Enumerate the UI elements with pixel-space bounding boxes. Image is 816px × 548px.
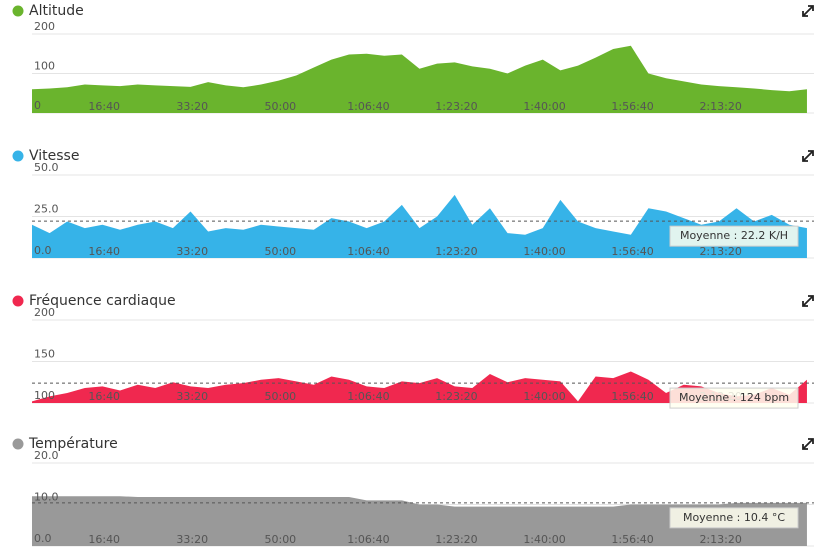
area [32, 496, 807, 546]
x-tick-label: 1:23:20 [435, 245, 477, 258]
y-tick-label: 20.0 [34, 449, 59, 462]
x-tick-label: 1:23:20 [435, 390, 477, 403]
average-label: Moyenne : 10.4 °C [683, 511, 785, 524]
x-tick-label: 16:40 [88, 390, 120, 403]
chart-title: Fréquence cardiaque [29, 293, 176, 309]
expand-icon[interactable] [802, 438, 814, 450]
x-tick-label: 2:13:20 [699, 100, 741, 113]
legend-dot [12, 150, 24, 162]
x-tick-label: 1:06:40 [347, 245, 389, 258]
legend-dot [12, 5, 24, 17]
x-tick-label: 1:06:40 [347, 100, 389, 113]
x-tick-label: 16:40 [88, 533, 120, 546]
x-tick-label: 16:40 [88, 100, 120, 113]
y-tick-label: 200 [34, 20, 55, 33]
x-tick-label: 1:40:00 [523, 100, 565, 113]
y-tick-label: 0.0 [34, 532, 52, 545]
average-badge: Moyenne : 22.2 K/H [669, 225, 799, 247]
x-tick-label: 1:56:40 [611, 245, 653, 258]
y-tick-label: 100 [34, 389, 55, 402]
chart-title: Vitesse [29, 148, 79, 164]
x-tick-label: 1:23:20 [435, 533, 477, 546]
chart-title: Altitude [29, 3, 84, 19]
y-tick-label: 0.0 [34, 244, 52, 257]
x-tick-label: 50:00 [264, 245, 296, 258]
x-tick-label: 1:56:40 [611, 533, 653, 546]
chart-title: Température [28, 436, 118, 452]
average-badge: Moyenne : 10.4 °C [669, 507, 799, 529]
y-tick-label: 100 [34, 59, 55, 72]
x-tick-label: 33:20 [176, 390, 208, 403]
x-tick-label: 50:00 [264, 100, 296, 113]
x-tick-label: 1:40:00 [523, 533, 565, 546]
average-label: Moyenne : 124 bpm [679, 391, 789, 404]
x-tick-label: 16:40 [88, 245, 120, 258]
x-tick-label: 1:23:20 [435, 100, 477, 113]
average-label: Moyenne : 22.2 K/H [680, 229, 788, 242]
badge-bg [669, 225, 799, 247]
x-tick-label: 50:00 [264, 533, 296, 546]
expand-icon[interactable] [802, 150, 814, 162]
area [32, 194, 807, 258]
area [32, 45, 807, 113]
y-tick-label: 200 [34, 306, 55, 319]
x-tick-label: 1:40:00 [523, 390, 565, 403]
x-tick-label: 1:56:40 [611, 100, 653, 113]
y-tick-label: 10.0 [34, 491, 59, 504]
y-tick-label: 25.0 [34, 203, 59, 216]
x-tick-label: 1:40:00 [523, 245, 565, 258]
expand-icon[interactable] [802, 5, 814, 17]
badge-bg [669, 387, 799, 409]
expand-icon[interactable] [802, 295, 814, 307]
x-tick-label: 1:56:40 [611, 390, 653, 403]
legend-dot [12, 295, 24, 307]
x-tick-label: 2:13:20 [699, 533, 741, 546]
y-tick-label: 0 [34, 99, 41, 112]
badge-bg [669, 507, 799, 529]
average-badge: Moyenne : 124 bpm [669, 387, 799, 409]
x-tick-label: 50:00 [264, 390, 296, 403]
x-tick-label: 33:20 [176, 245, 208, 258]
y-tick-label: 150 [34, 348, 55, 361]
x-tick-label: 1:06:40 [347, 390, 389, 403]
y-tick-label: 50.0 [34, 161, 59, 174]
x-tick-label: 2:13:20 [699, 245, 741, 258]
x-tick-label: 1:06:40 [347, 533, 389, 546]
x-tick-label: 33:20 [176, 100, 208, 113]
area [32, 371, 807, 403]
legend-dot [12, 438, 24, 450]
x-tick-label: 33:20 [176, 533, 208, 546]
